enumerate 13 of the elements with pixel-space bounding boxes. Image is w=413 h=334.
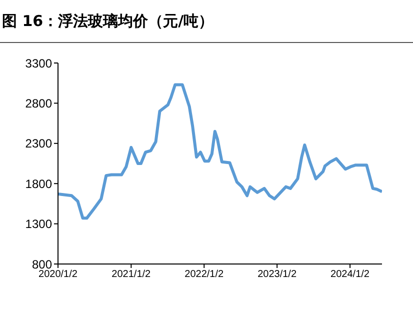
y-tick-label: 2800: [25, 96, 52, 110]
y-tick-label: 800: [32, 257, 52, 272]
chart-title: 图 16：浮法玻璃均价（元/吨）: [0, 0, 413, 43]
y-tick-label: 2300: [25, 136, 52, 151]
y-tick-label: 3300: [25, 56, 52, 70]
x-tick-label: 2022/1/2: [184, 269, 224, 280]
x-tick-label: 2024/1/2: [330, 269, 370, 280]
x-tick-label: 2021/1/2: [112, 269, 152, 280]
x-tick-label: 2023/1/2: [258, 269, 297, 280]
y-tick-label: 1300: [25, 217, 52, 232]
y-tick-label: 1800: [25, 176, 52, 191]
x-tick-label: 2020/1/2: [38, 269, 78, 280]
line-series: [58, 83, 382, 220]
